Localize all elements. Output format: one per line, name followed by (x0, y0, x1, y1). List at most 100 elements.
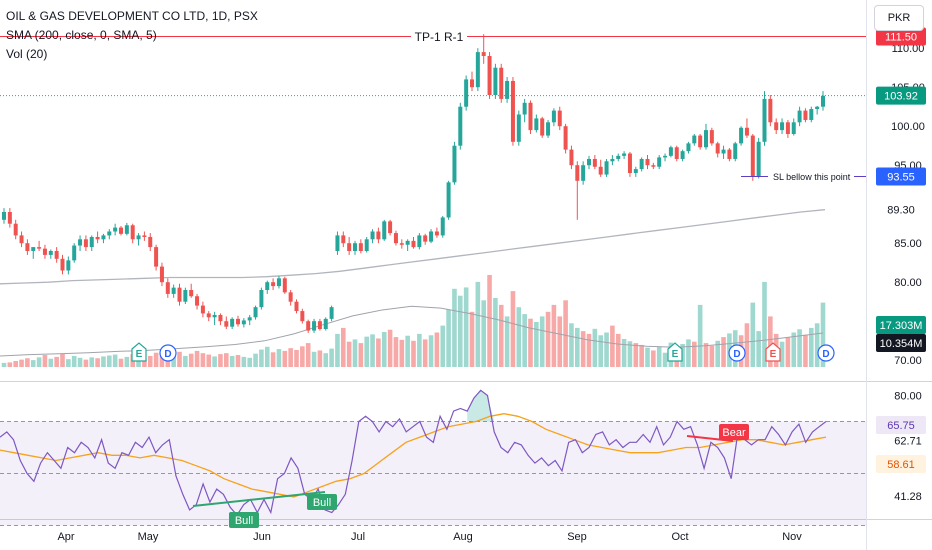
month-tick: Sep (567, 531, 587, 543)
candle-body (154, 247, 159, 267)
volume-bar (446, 309, 451, 367)
candle-body (756, 141, 761, 177)
month-tick: Nov (782, 531, 802, 543)
candle-body (206, 313, 211, 318)
volume-bar (224, 353, 229, 367)
volume-bar (569, 323, 574, 367)
volume-bar (352, 339, 358, 367)
volume-bar (580, 331, 586, 367)
volume-bar (235, 355, 241, 367)
candle-body (101, 235, 106, 240)
volume-bar (311, 351, 317, 367)
volume-bar (621, 338, 627, 367)
volume-bar (422, 339, 428, 367)
candle-body (704, 130, 708, 148)
volume-bars (1, 275, 826, 367)
candle-body (657, 157, 662, 167)
volume-bar (551, 304, 557, 367)
candle-body (493, 67, 498, 95)
volume-bar (323, 353, 329, 367)
candle-body (727, 149, 732, 159)
candle-body (13, 223, 18, 236)
volume-bar (171, 355, 176, 367)
candle-body (42, 248, 47, 255)
bull-label-1: Bull (235, 515, 253, 527)
volume-bar (604, 332, 609, 367)
volume-bar (147, 355, 153, 367)
candle-body (300, 311, 305, 322)
tp-label: TP-1 R-1 (415, 30, 464, 44)
volume-label-bg (876, 316, 926, 334)
candle-body (791, 122, 796, 134)
candle-body (224, 321, 229, 327)
month-tick: May (138, 531, 159, 543)
volume-bar (335, 333, 340, 367)
volume-bar (516, 307, 522, 367)
candle-body (124, 225, 129, 234)
rsi-lines: Bull Bull Bear (0, 389, 827, 528)
volume-bar (136, 358, 141, 367)
candle-body (668, 147, 673, 156)
volume-bar (762, 281, 767, 367)
volume-bar (598, 335, 603, 367)
volume-bar (270, 352, 276, 367)
volume-bar (276, 349, 282, 367)
candle-body (78, 239, 83, 246)
volume-bar (1, 362, 7, 367)
candle-body (470, 79, 474, 88)
volume-bar (440, 325, 446, 367)
candle-body (627, 153, 632, 173)
candle-body (481, 52, 486, 56)
sl-label: SL bellow this point (773, 172, 851, 182)
candle-body (218, 314, 223, 322)
month-tick: Jun (253, 531, 271, 543)
candle-body (271, 282, 276, 287)
bear-label: Bear (722, 427, 746, 439)
candle-body (364, 239, 369, 251)
candle-body (370, 231, 375, 240)
candle-body (329, 307, 334, 319)
candle-body (587, 158, 591, 166)
candle-body (575, 165, 580, 181)
candle-body (130, 225, 135, 240)
volume-bar (66, 359, 71, 367)
candle-body (733, 143, 738, 159)
bear-divergence-line (686, 435, 734, 442)
candle-body (499, 67, 504, 99)
candle-body (674, 147, 679, 159)
annotation-lines: TP-1 R-1 SL bellow this point (0, 27, 866, 185)
candle-body (686, 143, 691, 152)
volume-bar (7, 362, 13, 367)
candle-body (230, 318, 235, 327)
candle-body (446, 182, 451, 218)
volume-bar (183, 355, 188, 367)
candle-body (241, 320, 246, 325)
candle-body (353, 243, 357, 251)
month-tick: Oct (671, 531, 688, 543)
earnings-marker (667, 342, 683, 362)
earnings-marker (765, 342, 781, 362)
candle-body (54, 251, 59, 259)
candle-body (19, 235, 24, 244)
volume-bar (651, 350, 656, 367)
volume-bar (645, 347, 650, 367)
current-price-label: 103.92 (884, 91, 918, 103)
volume-bar (200, 353, 206, 367)
volume-bar (469, 311, 475, 367)
candle-body (393, 233, 398, 244)
candle-body (411, 240, 416, 248)
candle-body (452, 145, 457, 183)
candle-body (66, 260, 71, 271)
currency-button[interactable]: PKR (874, 5, 924, 31)
volume-bar (124, 356, 130, 367)
volume-bar (686, 339, 691, 367)
candle-body (95, 236, 100, 240)
time-axis: Apr May Jun Jul Aug Sep Oct Nov (57, 531, 802, 543)
volume-bar (83, 359, 89, 367)
bull-label-1-box (229, 512, 259, 528)
candle-body (37, 247, 42, 249)
event-marker-label: E (136, 349, 143, 360)
volume-bar (153, 352, 159, 367)
volume-bar (229, 355, 235, 367)
volume-bar (364, 336, 369, 367)
